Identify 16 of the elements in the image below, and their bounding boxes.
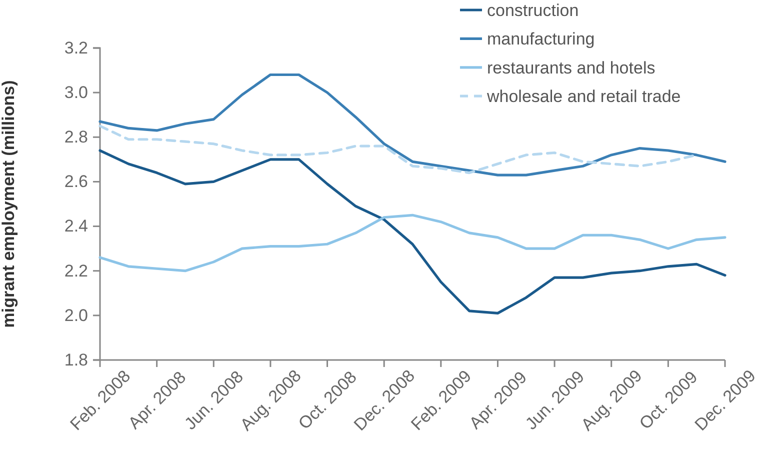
y-tick-label: 2.0 <box>64 306 88 325</box>
y-axis-title: migrant employment (millions) <box>0 80 18 328</box>
line-series <box>98 214 726 272</box>
line-series <box>98 73 726 176</box>
legend-label: restaurants and hotels <box>487 58 656 78</box>
y-tick-label: 3.2 <box>64 38 88 58</box>
y-tick-label: 3.0 <box>64 83 88 102</box>
line-series <box>98 149 726 314</box>
y-tick-label: 2.2 <box>64 261 88 280</box>
legend-label: manufacturing <box>487 30 595 49</box>
y-tick-label: 2.4 <box>64 216 88 236</box>
legend-label: wholesale and retail trade <box>486 87 681 106</box>
y-tick-label: 2.8 <box>64 128 88 147</box>
legend-label: construction <box>487 0 579 20</box>
y-tick-label: 1.8 <box>64 350 88 370</box>
y-tick-label: 2.6 <box>64 172 88 192</box>
